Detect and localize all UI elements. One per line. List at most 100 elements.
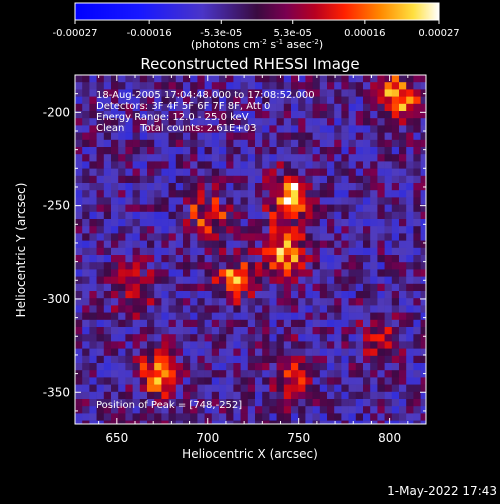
heatmap-cell	[82, 420, 90, 424]
heatmap-cell	[298, 240, 306, 249]
heatmap-cell	[219, 348, 227, 357]
heatmap-cell	[399, 139, 407, 148]
heatmap-cell	[399, 240, 407, 249]
heatmap-cell	[283, 341, 292, 349]
heatmap-cell	[226, 211, 234, 220]
heatmap-cell	[219, 139, 227, 148]
heatmap-cell	[161, 103, 169, 112]
heatmap-cell	[233, 219, 241, 227]
heatmap-cell	[211, 283, 220, 292]
heatmap-cell	[348, 348, 357, 357]
heatmap-cell	[168, 298, 177, 306]
heatmap-cell	[125, 420, 133, 424]
heatmap-cell	[341, 370, 349, 378]
heatmap-cell	[197, 89, 205, 97]
heatmap-cell	[183, 154, 191, 162]
heatmap-cell	[118, 305, 126, 313]
heatmap-cell	[406, 406, 414, 414]
heatmap-cell	[183, 183, 191, 191]
heatmap-cell	[240, 334, 249, 342]
heatmap-cell	[269, 327, 277, 335]
heatmap-cell	[305, 175, 313, 184]
heatmap-cell	[125, 370, 133, 378]
heatmap-cell	[111, 175, 119, 184]
heatmap-cell	[168, 183, 177, 191]
heatmap-cell	[255, 384, 263, 393]
heatmap-cell	[204, 197, 213, 205]
heatmap-cell	[154, 96, 162, 105]
heatmap-cell	[291, 262, 299, 270]
heatmap-cell	[377, 147, 385, 155]
heatmap-cell	[175, 305, 184, 313]
heatmap-cell	[154, 283, 162, 292]
heatmap-cell	[197, 161, 205, 169]
heatmap-cell	[103, 183, 112, 191]
heatmap-cell	[190, 327, 198, 335]
heatmap-cell	[413, 348, 421, 357]
heatmap-cell	[154, 204, 162, 213]
heatmap-cell	[305, 334, 313, 342]
heatmap-cell	[132, 183, 141, 191]
heatmap-cell	[147, 377, 155, 385]
heatmap-cell	[82, 240, 90, 249]
heatmap-cell	[233, 226, 241, 234]
heatmap-cell	[219, 168, 227, 177]
heatmap-cell	[89, 399, 97, 407]
heatmap-cell	[276, 255, 285, 263]
heatmap-cell	[406, 319, 414, 328]
heatmap-cell	[89, 190, 97, 198]
heatmap-cell	[190, 255, 198, 263]
heatmap-cell	[111, 161, 119, 169]
heatmap-cell	[197, 370, 205, 378]
heatmap-cell	[96, 75, 105, 83]
heatmap-cell	[103, 413, 112, 421]
heatmap-cell	[327, 233, 335, 241]
heatmap-cell	[348, 255, 357, 263]
heatmap-cell	[161, 363, 169, 371]
heatmap-cell	[377, 384, 385, 393]
heatmap-cell	[413, 175, 421, 184]
heatmap-cell	[255, 125, 263, 133]
heatmap-cell	[190, 240, 198, 249]
heatmap-cell	[377, 161, 385, 169]
heatmap-cell	[211, 291, 220, 299]
heatmap-cell	[190, 204, 198, 213]
heatmap-cell	[168, 118, 177, 126]
heatmap-cell	[211, 125, 220, 133]
heatmap-cell	[183, 89, 191, 97]
heatmap-cell	[341, 82, 349, 90]
heatmap-cell	[240, 298, 249, 306]
heatmap-cell	[391, 420, 400, 424]
heatmap-cell	[183, 420, 191, 424]
heatmap-cell	[327, 197, 335, 205]
heatmap-cell	[168, 103, 177, 112]
heatmap-cell	[341, 319, 349, 328]
clean-counts: Clean Total counts: 2.61E+03	[96, 123, 256, 134]
heatmap-cell	[334, 197, 342, 205]
heatmap-cell	[132, 89, 141, 97]
heatmap-cell	[420, 363, 426, 371]
heatmap-cell	[96, 391, 105, 400]
heatmap-cell	[132, 132, 141, 141]
heatmap-cell	[363, 334, 371, 342]
heatmap-cell	[283, 204, 292, 213]
heatmap-cell	[226, 276, 234, 285]
heatmap-cell	[168, 370, 177, 378]
heatmap-cell	[125, 233, 133, 241]
heatmap-cell	[298, 406, 306, 414]
heatmap-cell	[190, 269, 198, 277]
heatmap-cell	[204, 89, 213, 97]
heatmap-cell	[377, 96, 385, 105]
heatmap-cell	[298, 125, 306, 133]
heatmap-cell	[377, 262, 385, 270]
heatmap-cell	[334, 75, 342, 83]
heatmap-cell	[89, 420, 97, 424]
heatmap-cell	[420, 161, 426, 169]
heatmap-cell	[96, 363, 105, 371]
heatmap-cell	[348, 276, 357, 285]
heatmap-cell	[103, 377, 112, 385]
heatmap-cell	[132, 355, 141, 364]
heatmap-cell	[233, 276, 241, 285]
heatmap-cell	[355, 147, 364, 155]
heatmap-cell	[233, 312, 241, 321]
